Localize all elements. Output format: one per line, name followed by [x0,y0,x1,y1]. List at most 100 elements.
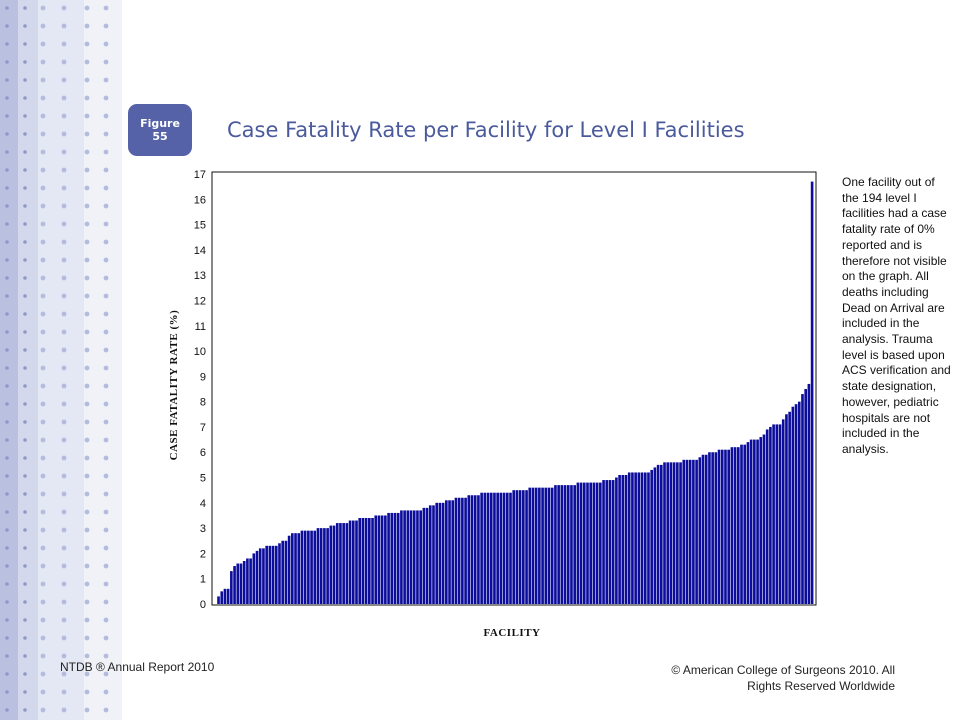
bar [457,497,461,604]
bar [563,485,567,604]
bar [753,439,756,604]
bar [307,530,310,604]
bar [538,487,541,604]
copyright-line-2: Rights Reserved Worldwide [747,679,895,693]
bar [781,419,785,604]
bar [772,424,775,604]
bar [483,492,487,604]
bar [785,414,788,604]
bar [727,449,730,604]
bar [499,492,503,604]
bar [319,528,323,604]
bar [724,449,727,604]
y-tick-label: 2 [200,548,206,560]
bar [262,548,265,604]
bar [778,424,782,604]
bar [403,510,406,604]
y-tick-label: 14 [194,245,206,257]
bar [313,530,317,604]
x-axis-label: FACILITY [484,627,541,639]
bar [355,520,358,604]
figure-label: Figure [140,117,180,130]
y-tick-label: 16 [194,194,206,206]
y-tick-label: 7 [200,422,206,434]
bar [595,482,599,604]
bar [258,548,262,604]
bar [627,472,631,604]
bar [698,457,702,604]
bar [502,492,506,604]
bar [717,449,721,604]
bar [428,505,432,604]
bar [547,487,551,604]
bar [387,512,390,604]
y-tick-label: 13 [194,270,206,282]
bar [509,492,512,604]
bar [518,490,522,604]
bar [493,492,496,604]
bar [377,515,381,604]
bar [345,523,349,604]
bar [287,535,291,604]
bar [682,459,686,604]
bar [217,596,220,604]
bar [769,426,772,604]
bar [361,518,365,604]
y-tick-label: 9 [200,371,206,383]
bar [797,401,801,604]
bar [714,452,718,604]
bar [249,558,252,604]
bar [647,472,650,604]
bar [566,485,570,604]
bar [329,525,333,604]
plot-frame [211,171,817,606]
bar [230,571,233,604]
bar [412,510,416,604]
y-tick-label: 8 [200,397,206,409]
bar [278,543,281,604]
bar [756,439,759,604]
bar [505,492,509,604]
bar [496,492,499,604]
y-tick-label: 17 [194,169,206,181]
bar [358,518,362,604]
figure-badge: Figure 55 [128,104,192,156]
bar [624,475,628,604]
bar [749,439,753,604]
y-tick-label: 3 [200,523,206,535]
bar [794,404,798,604]
y-tick-label: 10 [194,346,206,358]
bar [685,459,689,604]
bar [663,462,666,604]
bar [441,502,445,604]
bar [454,497,458,604]
bar [255,550,259,604]
bar [351,520,355,604]
bar [252,553,256,604]
y-tick-label: 4 [200,498,206,510]
bar [380,515,384,604]
bar [586,482,589,604]
bar [679,462,682,604]
bar [432,505,435,604]
bar [281,540,285,604]
bar [730,447,734,604]
bar [618,475,621,604]
bar [271,545,275,604]
bar [676,462,679,604]
bar [489,492,493,604]
bar [550,487,554,604]
bar [445,500,448,604]
bar [666,462,670,604]
bar [246,558,249,604]
bar [265,545,268,604]
bar [480,492,483,604]
bar [461,497,464,604]
copyright-line-1: © American College of Surgeons 2010. All [671,663,895,677]
bar [242,561,246,604]
bar [650,469,653,604]
footer-copyright: © American College of Surgeons 2010. All… [600,662,895,694]
y-tick-label: 11 [195,321,206,333]
bar [473,495,477,604]
